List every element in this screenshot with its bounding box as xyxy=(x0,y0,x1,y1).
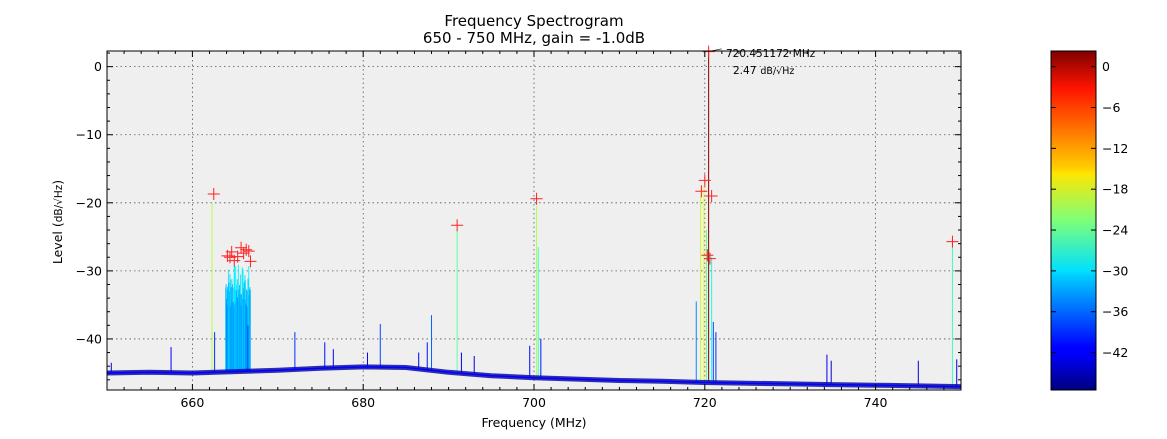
y-axis-label-main: Level ( xyxy=(50,222,65,264)
y-axis-label-close: ) xyxy=(50,180,65,185)
y-tick-label: 0 xyxy=(94,59,102,74)
colorbar-tick-label: −24 xyxy=(1102,223,1128,238)
chart-subtitle: 650 - 750 MHz, gain = -1.0dB xyxy=(423,29,645,47)
colorbar-tick-label: −36 xyxy=(1102,304,1128,319)
peak-marker xyxy=(237,247,250,260)
peak-marker xyxy=(695,185,708,198)
peak-marker xyxy=(244,255,257,268)
peak-marker xyxy=(705,189,718,202)
y-axis-ticks: 0 −10 −20 −30 −40 xyxy=(76,52,961,381)
peak-level-label: 2.47 dB/√Hz xyxy=(733,65,794,77)
peak-marker xyxy=(242,245,255,258)
y-axis-label: Level (dB/√Hz) xyxy=(50,180,65,264)
y-tick-label: −30 xyxy=(76,263,102,278)
y-tick-label: −10 xyxy=(76,127,102,142)
colorbar-tick-label: 0 xyxy=(1102,59,1110,74)
peak-marker xyxy=(235,241,248,254)
x-axis-ticks: 660 680 700 720 740 xyxy=(123,51,945,410)
noise-floor-core xyxy=(107,366,961,388)
x-tick-label: 720 xyxy=(693,395,717,410)
chart-title: Frequency Spectrogram xyxy=(444,12,623,30)
peak-marker xyxy=(451,219,464,232)
peak-marker xyxy=(946,235,959,248)
peak-marker xyxy=(225,245,238,258)
colorbar xyxy=(1050,50,1097,391)
peak-marker xyxy=(231,250,244,263)
colorbar-tick-label: −42 xyxy=(1102,345,1128,360)
x-tick-label: 700 xyxy=(522,395,546,410)
x-axis-label: Frequency (MHz) xyxy=(481,415,586,430)
peak-marker xyxy=(703,252,716,265)
peak-level-value: 2.47 xyxy=(733,65,756,77)
peak-frequency-label: 720.451172 MHz xyxy=(726,48,816,60)
colorbar-tick-label: −12 xyxy=(1102,141,1128,156)
grid-lines xyxy=(107,51,961,390)
peak-marker xyxy=(698,174,711,187)
peak-markers xyxy=(207,45,959,268)
spectrum-series xyxy=(107,51,961,390)
peak-marker xyxy=(240,243,253,256)
y-axis-label-unit: dB/√Hz xyxy=(53,184,65,222)
peak-marker xyxy=(530,192,543,205)
x-tick-label: 740 xyxy=(864,395,888,410)
y-tick-label: −40 xyxy=(76,331,102,346)
x-tick-label: 680 xyxy=(351,395,375,410)
colorbar-tick-label: −6 xyxy=(1102,100,1120,115)
colorbar-ticks: 0 −6 −12 −18 −24 −30 −36 −42 xyxy=(1051,59,1128,360)
colorbar-tick-label: −30 xyxy=(1102,263,1128,278)
peak-marker xyxy=(223,251,236,264)
x-tick-label: 660 xyxy=(180,395,204,410)
peak-marker xyxy=(701,249,714,262)
peak-level-unit: dB/√Hz xyxy=(760,66,794,77)
colorbar-tick-label: −18 xyxy=(1102,182,1128,197)
y-tick-label: −20 xyxy=(76,195,102,210)
peak-marker xyxy=(207,187,220,200)
